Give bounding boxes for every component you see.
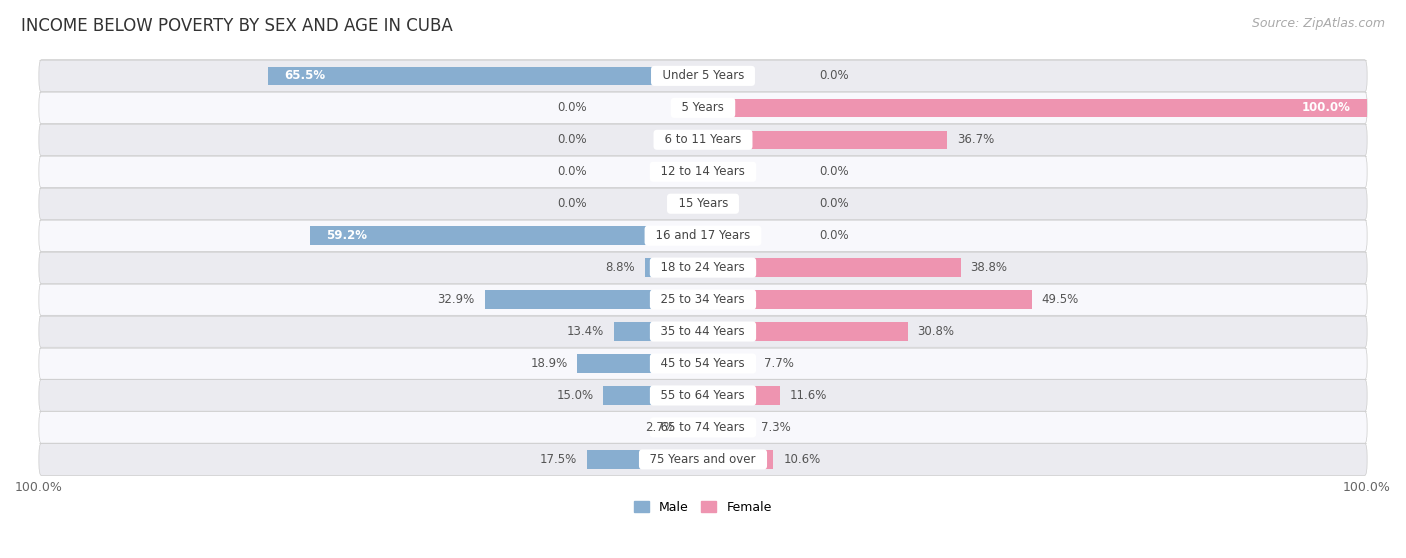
- Text: 0.0%: 0.0%: [820, 197, 849, 210]
- Bar: [309, 227, 703, 245]
- Text: 59.2%: 59.2%: [326, 229, 367, 242]
- FancyBboxPatch shape: [39, 443, 1367, 475]
- Text: 18 to 24 Years: 18 to 24 Years: [654, 261, 752, 274]
- Text: 0.0%: 0.0%: [557, 165, 586, 178]
- FancyBboxPatch shape: [39, 60, 1367, 92]
- Text: 0.0%: 0.0%: [557, 133, 586, 146]
- Text: 75 Years and over: 75 Years and over: [643, 453, 763, 466]
- Text: 45 to 54 Years: 45 to 54 Years: [654, 357, 752, 370]
- Text: 12 to 14 Years: 12 to 14 Years: [654, 165, 752, 178]
- Bar: [586, 450, 703, 469]
- Text: 38.8%: 38.8%: [970, 261, 1008, 274]
- Bar: [703, 354, 754, 373]
- Text: 65.5%: 65.5%: [284, 69, 326, 83]
- Text: Under 5 Years: Under 5 Years: [655, 69, 751, 83]
- Legend: Male, Female: Male, Female: [630, 496, 776, 519]
- Text: 55 to 64 Years: 55 to 64 Years: [654, 389, 752, 402]
- Text: INCOME BELOW POVERTY BY SEX AND AGE IN CUBA: INCOME BELOW POVERTY BY SEX AND AGE IN C…: [21, 17, 453, 35]
- Text: 8.8%: 8.8%: [605, 261, 634, 274]
- Text: 30.8%: 30.8%: [918, 325, 955, 338]
- Bar: [485, 290, 703, 309]
- Text: 11.6%: 11.6%: [790, 389, 827, 402]
- Bar: [269, 66, 703, 85]
- Text: 2.7%: 2.7%: [645, 421, 675, 434]
- Text: 35 to 44 Years: 35 to 44 Years: [654, 325, 752, 338]
- Bar: [703, 323, 907, 341]
- Text: 15.0%: 15.0%: [557, 389, 593, 402]
- Bar: [703, 386, 780, 405]
- Text: 7.3%: 7.3%: [762, 421, 792, 434]
- Text: 0.0%: 0.0%: [820, 165, 849, 178]
- Bar: [644, 258, 703, 277]
- FancyBboxPatch shape: [39, 123, 1367, 156]
- FancyBboxPatch shape: [39, 252, 1367, 284]
- FancyBboxPatch shape: [39, 347, 1367, 380]
- Bar: [703, 418, 751, 437]
- FancyBboxPatch shape: [39, 283, 1367, 316]
- Text: 5 Years: 5 Years: [675, 102, 731, 114]
- FancyBboxPatch shape: [39, 411, 1367, 444]
- Bar: [685, 418, 703, 437]
- FancyBboxPatch shape: [39, 187, 1367, 220]
- Text: 0.0%: 0.0%: [557, 102, 586, 114]
- Text: 7.7%: 7.7%: [763, 357, 794, 370]
- Text: 49.5%: 49.5%: [1042, 293, 1078, 306]
- Bar: [703, 450, 773, 469]
- Bar: [703, 99, 1367, 117]
- Text: 6 to 11 Years: 6 to 11 Years: [657, 133, 749, 146]
- Bar: [578, 354, 703, 373]
- FancyBboxPatch shape: [39, 315, 1367, 348]
- Text: 17.5%: 17.5%: [540, 453, 576, 466]
- FancyBboxPatch shape: [39, 379, 1367, 412]
- Text: 100.0%: 100.0%: [1302, 102, 1350, 114]
- Text: 18.9%: 18.9%: [530, 357, 568, 370]
- Text: 0.0%: 0.0%: [820, 229, 849, 242]
- Text: 25 to 34 Years: 25 to 34 Years: [654, 293, 752, 306]
- Bar: [703, 290, 1032, 309]
- FancyBboxPatch shape: [39, 92, 1367, 124]
- Text: 13.4%: 13.4%: [567, 325, 605, 338]
- Text: 36.7%: 36.7%: [956, 133, 994, 146]
- Text: 0.0%: 0.0%: [820, 69, 849, 83]
- Text: 65 to 74 Years: 65 to 74 Years: [654, 421, 752, 434]
- Bar: [603, 386, 703, 405]
- Bar: [703, 131, 946, 149]
- Bar: [703, 258, 960, 277]
- Text: 32.9%: 32.9%: [437, 293, 475, 306]
- Text: 10.6%: 10.6%: [783, 453, 821, 466]
- Bar: [614, 323, 703, 341]
- Text: 0.0%: 0.0%: [557, 197, 586, 210]
- FancyBboxPatch shape: [39, 219, 1367, 252]
- Text: 15 Years: 15 Years: [671, 197, 735, 210]
- FancyBboxPatch shape: [39, 156, 1367, 188]
- Text: Source: ZipAtlas.com: Source: ZipAtlas.com: [1251, 17, 1385, 30]
- Text: 16 and 17 Years: 16 and 17 Years: [648, 229, 758, 242]
